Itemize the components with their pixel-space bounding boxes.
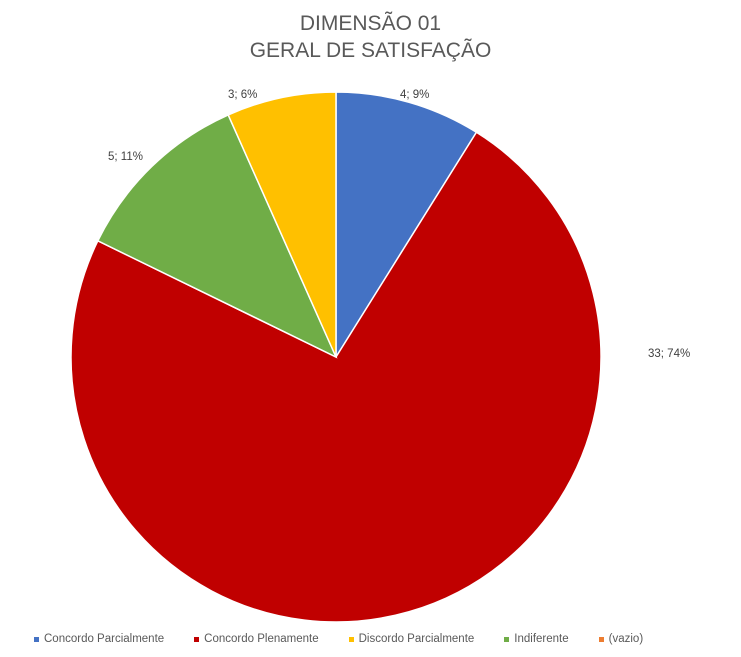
pie-slice-concordo-plenamente bbox=[70, 131, 602, 623]
legend-label: (vazio) bbox=[608, 633, 644, 645]
legend-label: Indiferente bbox=[514, 633, 569, 645]
legend-swatch bbox=[348, 636, 354, 642]
data-label-concordo-plenamente: 33; 74% bbox=[648, 348, 690, 360]
pie-slice-discordo-parcialmente bbox=[227, 91, 337, 358]
legend-label: Concordo Plenamente bbox=[204, 633, 319, 645]
pie-slice-indiferente bbox=[96, 113, 338, 359]
legend-swatch bbox=[194, 636, 200, 642]
data-label-discordo-parcialmente: 3; 6% bbox=[228, 89, 257, 101]
data-label-indiferente: 5; 11% bbox=[108, 151, 143, 163]
legend-item-concordo-parcialmente: Concordo Parcialmente bbox=[34, 633, 164, 645]
data-label-concordo-parcialmente: 4; 9% bbox=[400, 89, 429, 101]
legend-swatch bbox=[598, 636, 604, 642]
legend-label: Concordo Parcialmente bbox=[44, 633, 165, 645]
legend-swatch bbox=[504, 636, 510, 642]
legend-swatch bbox=[34, 636, 39, 642]
chart-title-line-1: DIMENSÃO 01 bbox=[299, 12, 442, 35]
chart-legend: Concordo Parcialmente Concordo Plenamente… bbox=[34, 633, 673, 645]
chart-title-line-2: GERAL DE SATISFAÇÃO bbox=[249, 39, 492, 62]
pie-slice-concordo-parcialmente bbox=[335, 91, 478, 360]
legend-label: Discordo Parcialmente bbox=[358, 633, 475, 645]
legend-item-concordo-plenamente: Concordo Plenamente bbox=[194, 633, 319, 645]
legend-item-indiferente: Indiferente bbox=[504, 633, 569, 645]
legend-item-discordo-parcialmente: Discordo Parcialmente bbox=[348, 633, 475, 645]
legend-item-vazio: (vazio) bbox=[598, 633, 644, 645]
